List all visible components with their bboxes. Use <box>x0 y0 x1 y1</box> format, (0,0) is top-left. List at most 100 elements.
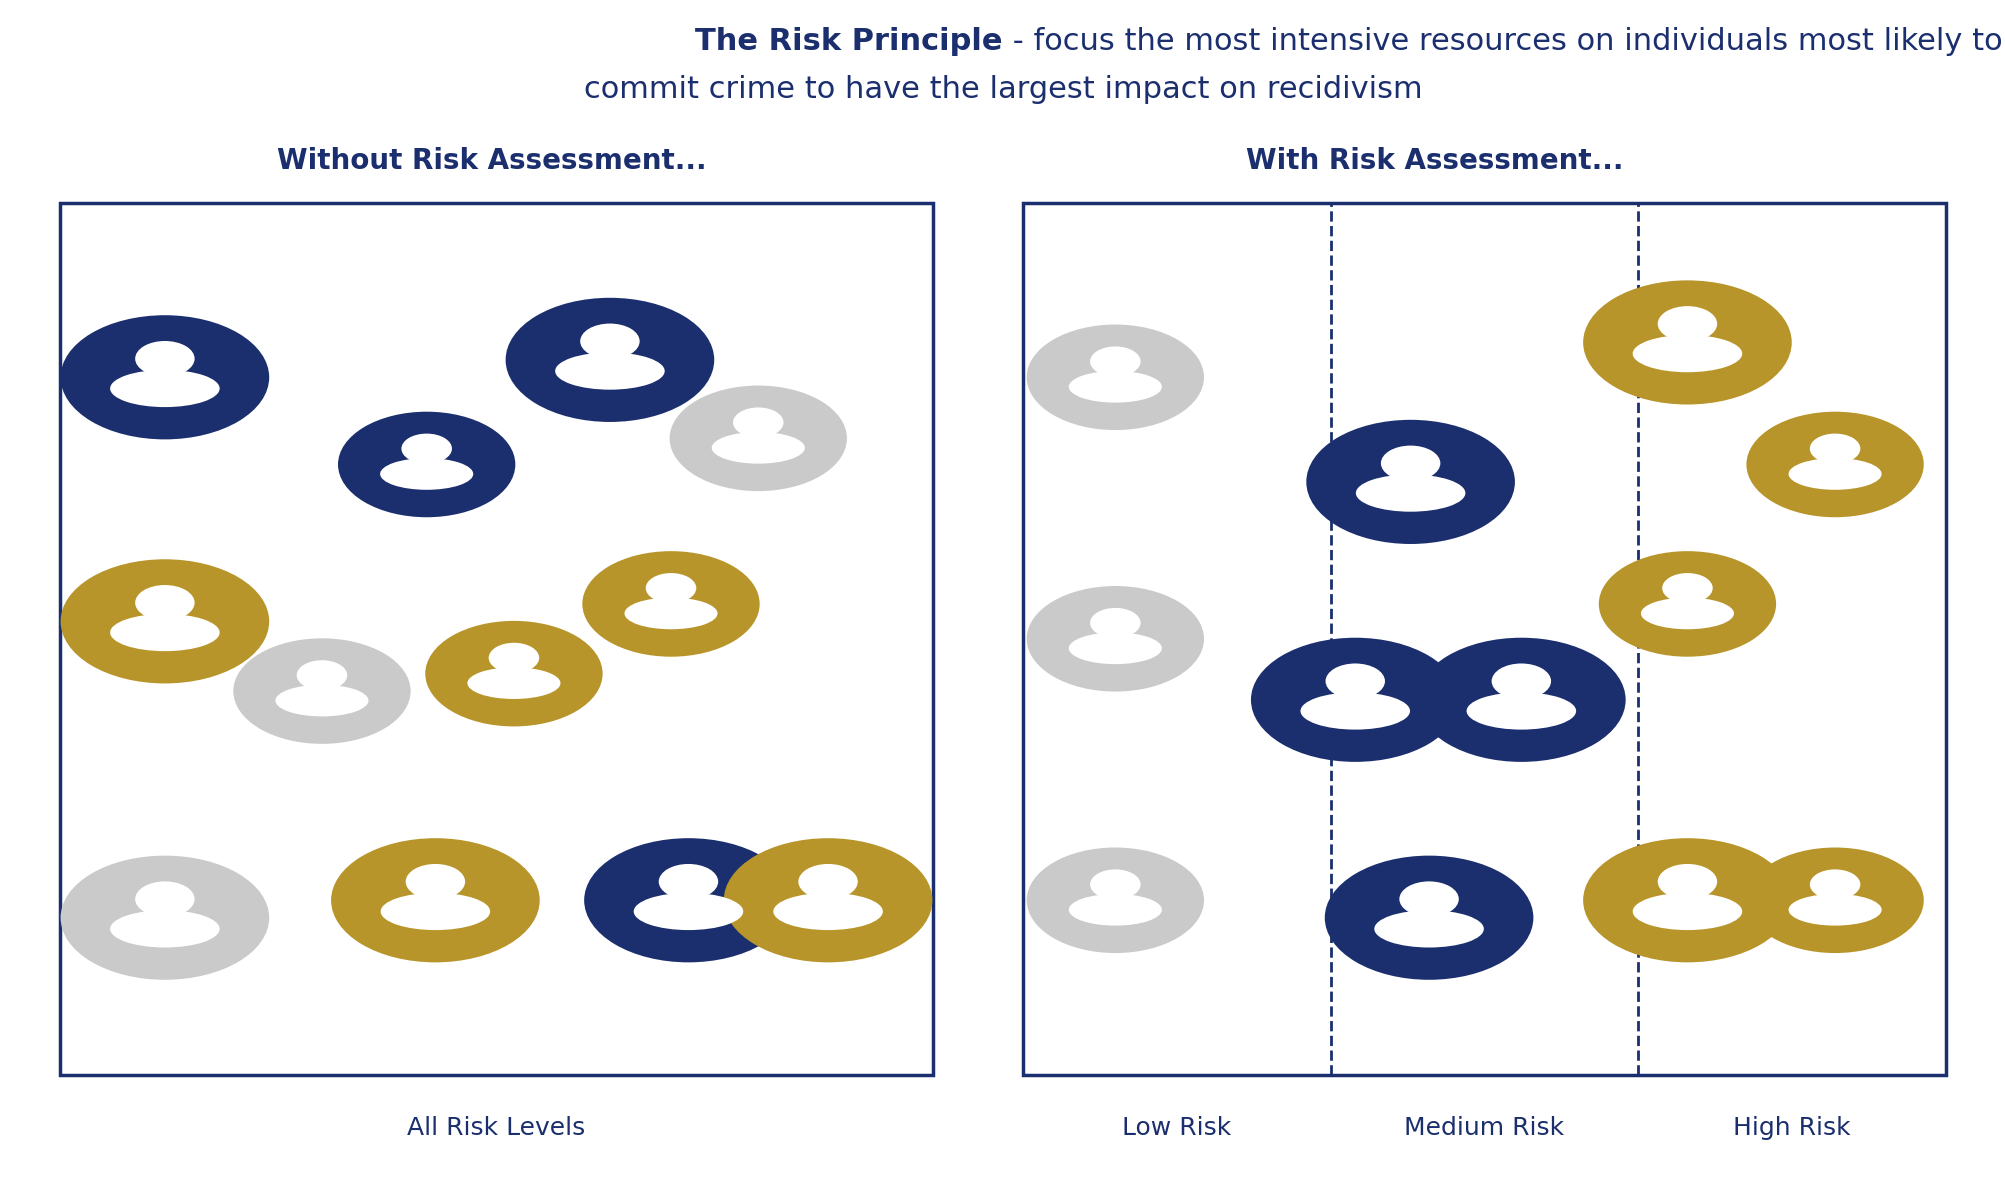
Text: Low Risk: Low Risk <box>1121 1116 1231 1140</box>
Circle shape <box>60 559 269 683</box>
Circle shape <box>134 341 194 376</box>
Ellipse shape <box>634 893 742 930</box>
Ellipse shape <box>1393 470 1428 486</box>
Ellipse shape <box>1672 595 1700 608</box>
Circle shape <box>581 552 760 657</box>
Ellipse shape <box>1101 891 1129 904</box>
Ellipse shape <box>1069 894 1161 925</box>
Circle shape <box>1598 552 1774 657</box>
Ellipse shape <box>744 429 772 442</box>
Ellipse shape <box>148 365 182 381</box>
Ellipse shape <box>110 910 221 948</box>
Circle shape <box>60 315 269 439</box>
Ellipse shape <box>810 888 844 904</box>
Circle shape <box>1089 346 1141 376</box>
Circle shape <box>134 585 194 621</box>
Circle shape <box>1492 664 1550 698</box>
Circle shape <box>505 297 714 421</box>
Ellipse shape <box>1299 693 1410 730</box>
Ellipse shape <box>499 664 527 677</box>
Circle shape <box>337 412 515 517</box>
FancyBboxPatch shape <box>60 203 932 1075</box>
Text: The Risk Principle: The Risk Principle <box>696 27 1002 56</box>
Circle shape <box>1656 306 1716 341</box>
Circle shape <box>233 639 411 744</box>
Ellipse shape <box>1670 888 1704 904</box>
Circle shape <box>405 864 465 899</box>
Circle shape <box>658 864 718 899</box>
Circle shape <box>1582 281 1790 405</box>
Circle shape <box>1809 433 1859 463</box>
Text: - focus the most intensive resources on individuals most likely to: - focus the most intensive resources on … <box>1002 27 2001 56</box>
Circle shape <box>579 324 640 359</box>
Ellipse shape <box>1788 458 1881 490</box>
Ellipse shape <box>1632 893 1740 930</box>
Text: commit crime to have the largest impact on recidivism: commit crime to have the largest impact … <box>583 75 1422 104</box>
Ellipse shape <box>148 906 182 922</box>
Circle shape <box>425 621 602 726</box>
Ellipse shape <box>624 597 718 629</box>
Circle shape <box>401 433 451 463</box>
Ellipse shape <box>672 888 706 904</box>
Circle shape <box>1323 856 1532 980</box>
Ellipse shape <box>1788 894 1881 925</box>
Ellipse shape <box>1466 693 1576 730</box>
Text: With Risk Assessment...: With Risk Assessment... <box>1245 147 1622 176</box>
Ellipse shape <box>712 432 804 463</box>
Circle shape <box>1416 638 1624 762</box>
Text: Without Risk Assessment...: Without Risk Assessment... <box>277 147 706 176</box>
Circle shape <box>732 407 784 437</box>
Circle shape <box>489 642 539 673</box>
Ellipse shape <box>1632 336 1740 373</box>
Text: High Risk: High Risk <box>1732 1116 1851 1140</box>
Ellipse shape <box>413 455 441 468</box>
Circle shape <box>60 856 269 980</box>
FancyBboxPatch shape <box>1023 203 1945 1075</box>
Circle shape <box>1325 664 1383 698</box>
Ellipse shape <box>381 893 489 930</box>
Ellipse shape <box>1101 368 1129 381</box>
Circle shape <box>1582 838 1790 962</box>
Ellipse shape <box>1670 331 1704 346</box>
Ellipse shape <box>1504 688 1538 703</box>
Ellipse shape <box>148 610 182 626</box>
Circle shape <box>1746 412 1923 517</box>
Circle shape <box>583 838 792 962</box>
Ellipse shape <box>555 352 664 389</box>
Circle shape <box>1089 608 1141 638</box>
Ellipse shape <box>467 667 559 698</box>
Circle shape <box>1662 573 1712 603</box>
Circle shape <box>1027 325 1203 430</box>
Ellipse shape <box>110 614 221 651</box>
Circle shape <box>1656 864 1716 899</box>
Circle shape <box>1746 848 1923 953</box>
Circle shape <box>798 864 858 899</box>
Ellipse shape <box>1821 455 1849 468</box>
Circle shape <box>1089 869 1141 899</box>
Ellipse shape <box>1640 597 1732 629</box>
Circle shape <box>1379 445 1440 481</box>
Ellipse shape <box>1069 371 1161 402</box>
Circle shape <box>1027 848 1203 953</box>
Ellipse shape <box>656 595 686 608</box>
Circle shape <box>297 660 347 690</box>
Circle shape <box>331 838 539 962</box>
Ellipse shape <box>275 684 369 716</box>
Text: Medium Risk: Medium Risk <box>1404 1116 1564 1140</box>
Circle shape <box>1027 586 1203 691</box>
Ellipse shape <box>419 888 451 904</box>
Circle shape <box>1305 420 1514 544</box>
Circle shape <box>1809 869 1859 899</box>
Circle shape <box>1399 881 1458 917</box>
Ellipse shape <box>307 682 337 695</box>
Ellipse shape <box>1821 891 1849 904</box>
Ellipse shape <box>593 349 626 364</box>
Ellipse shape <box>774 893 882 930</box>
Ellipse shape <box>1355 474 1464 512</box>
Text: All Risk Levels: All Risk Levels <box>407 1116 585 1140</box>
Ellipse shape <box>1101 629 1129 642</box>
Circle shape <box>724 838 932 962</box>
Circle shape <box>670 386 846 491</box>
Ellipse shape <box>1069 633 1161 664</box>
Ellipse shape <box>1373 910 1484 948</box>
